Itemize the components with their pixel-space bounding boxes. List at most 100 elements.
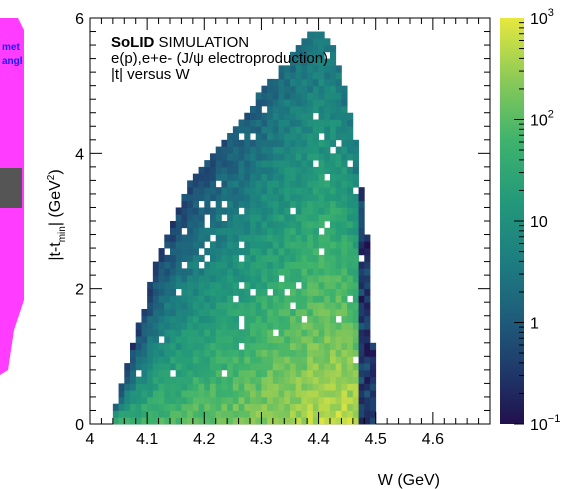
heatmap-cell — [284, 207, 291, 215]
heatmap-cell — [347, 308, 354, 317]
heatmap-cell — [232, 322, 239, 330]
heatmap-cell — [210, 261, 217, 269]
heatmap-cell — [192, 261, 199, 269]
heatmap-cell — [301, 139, 308, 147]
heatmap-cell — [272, 221, 279, 229]
heatmap-cell — [307, 349, 314, 357]
heatmap-cell — [221, 221, 228, 229]
heatmap-cell — [255, 342, 262, 350]
heatmap-cell — [261, 261, 268, 269]
heatmap-cell — [244, 376, 251, 384]
title-rest: SIMULATION — [154, 34, 249, 51]
heatmap-cell — [324, 315, 331, 323]
heatmap-cell — [215, 383, 222, 391]
heatmap-cell — [267, 166, 274, 175]
heatmap-cell — [364, 336, 371, 344]
heatmap-cell — [152, 315, 159, 323]
heatmap-cell — [244, 396, 251, 405]
heatmap-cell — [290, 153, 297, 161]
heatmap-cell — [307, 160, 314, 168]
heatmap-cell — [301, 92, 308, 100]
heatmap-cell — [152, 342, 159, 350]
heatmap-cell — [244, 329, 251, 337]
heatmap-cell — [301, 234, 308, 242]
heatmap-cell — [221, 376, 228, 384]
heatmap-cell — [312, 38, 319, 46]
heatmap-cell — [152, 308, 159, 317]
heatmap-cell — [284, 268, 291, 276]
heatmap-cell — [272, 376, 279, 384]
heatmap-cell — [250, 322, 257, 330]
heatmap-cell — [267, 268, 274, 276]
heatmap-cell — [341, 376, 348, 384]
heatmap-cell — [215, 248, 222, 256]
heatmap-cell — [330, 396, 337, 405]
y-axis-title-sub: min — [57, 226, 68, 242]
heatmap-cell — [301, 58, 308, 66]
heatmap-cell — [147, 363, 154, 371]
heatmap-cell — [261, 322, 268, 330]
heatmap-cell — [312, 275, 319, 283]
heatmap-cell — [324, 99, 331, 107]
heatmap-cell — [255, 302, 262, 310]
heatmap-cell — [187, 308, 194, 317]
heatmap-cell — [181, 308, 188, 317]
heatmap-cell — [272, 248, 279, 256]
heatmap-cell — [301, 369, 308, 378]
heatmap-cell — [221, 302, 228, 310]
heatmap-cell — [335, 356, 342, 364]
heatmap-cell — [187, 234, 194, 242]
heatmap-cell — [312, 336, 319, 344]
heatmap-cell — [347, 126, 354, 134]
heatmap-cell — [341, 363, 348, 371]
heatmap-cell — [370, 376, 377, 384]
heatmap-cell — [215, 221, 222, 229]
heatmap-cell — [255, 221, 262, 229]
heatmap-cell — [312, 356, 319, 364]
heatmap-cell — [187, 254, 194, 262]
heatmap-cell — [232, 146, 239, 154]
heatmap-cell — [318, 410, 325, 418]
colorbar-tick-label: 10 — [530, 214, 548, 231]
heatmap-cell — [295, 396, 302, 405]
heatmap-cell — [255, 315, 262, 323]
heatmap-cell — [221, 227, 228, 235]
heatmap-cell — [181, 275, 188, 283]
heatmap-cell — [335, 349, 342, 357]
heatmap-cell — [341, 295, 348, 303]
heatmap-cell — [147, 295, 154, 303]
heatmap-cell — [324, 261, 331, 269]
heatmap-cell — [330, 160, 337, 168]
heatmap-cell — [352, 200, 359, 208]
heatmap-cell — [318, 58, 325, 66]
heatmap-cell — [164, 275, 171, 283]
heatmap-cell — [347, 261, 354, 269]
heatmap-cell — [261, 126, 268, 134]
heatmap-cell — [238, 329, 245, 337]
heatmap-cell — [307, 403, 314, 411]
heatmap-cell — [192, 254, 199, 262]
heatmap-cell — [341, 268, 348, 276]
heatmap-cell — [204, 180, 211, 188]
heatmap-cell — [352, 336, 359, 344]
heatmap-cell — [290, 166, 297, 175]
heatmap-cell — [158, 302, 165, 310]
heatmap-cell — [250, 241, 257, 249]
heatmap-cell — [215, 281, 222, 290]
heatmap-cell — [147, 410, 154, 418]
heatmap-cell — [347, 376, 354, 384]
heatmap-cell — [198, 227, 205, 235]
heatmap-cell — [147, 302, 154, 310]
heatmap-cell — [181, 349, 188, 357]
heatmap-cell — [204, 315, 211, 323]
heatmap-cell — [341, 390, 348, 398]
heatmap-cell — [358, 356, 365, 364]
heatmap-cell — [335, 85, 342, 93]
heatmap-cell — [244, 139, 251, 147]
heatmap-cell — [198, 322, 205, 330]
heatmap-cell — [181, 336, 188, 344]
heatmap-cell — [307, 146, 314, 154]
heatmap-cell — [261, 227, 268, 235]
heatmap-cell — [324, 200, 331, 208]
heatmap-cell — [170, 234, 177, 242]
